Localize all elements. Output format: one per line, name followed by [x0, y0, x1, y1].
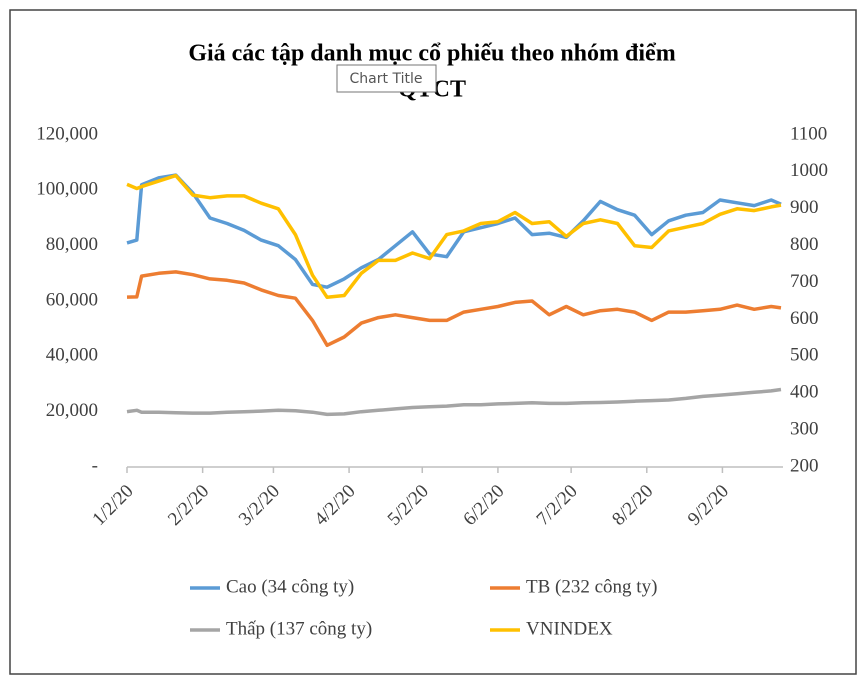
- tooltip-text: Chart Title: [350, 71, 423, 87]
- series-line: [126, 270, 782, 348]
- legend-label: VNINDEX: [526, 618, 613, 639]
- y-tick-label: 60,000: [46, 289, 98, 310]
- series-line: [126, 173, 782, 289]
- y2-tick-label: 700: [790, 271, 819, 292]
- y2-tick-label: 500: [790, 345, 819, 366]
- y-tick-label: 100,000: [36, 179, 98, 200]
- y-tick-label: 120,000: [36, 123, 98, 144]
- y-tick-label: 20,000: [46, 400, 98, 421]
- y2-tick-label: 400: [790, 382, 819, 403]
- y2-tick-label: 800: [790, 234, 819, 255]
- y-tick-label: 40,000: [46, 345, 98, 366]
- y-tick-label: 80,000: [46, 234, 98, 255]
- chart-title: Giá các tập danh mục cổ phiếu theo nhóm …: [188, 41, 675, 67]
- y2-tick-label: 1000: [790, 160, 828, 181]
- tooltip-box: [336, 64, 437, 93]
- tooltip: Chart Title: [336, 64, 437, 93]
- y-tick-label: -: [92, 455, 98, 476]
- legend-label: TB (232 công ty): [526, 576, 657, 597]
- y2-tick-label: 200: [790, 455, 819, 476]
- series-line: [126, 173, 782, 300]
- legend-label: Cao (34 công ty): [226, 576, 354, 597]
- y2-tick-label: 600: [790, 308, 819, 329]
- y2-tick-label: 900: [790, 197, 819, 218]
- y2-tick-label: 300: [790, 418, 819, 439]
- y2-tick-label: 1100: [790, 123, 827, 144]
- legend-label: Thấp (137 công ty): [226, 618, 372, 639]
- series-line: [126, 387, 782, 417]
- chart-frame: [9, 9, 857, 675]
